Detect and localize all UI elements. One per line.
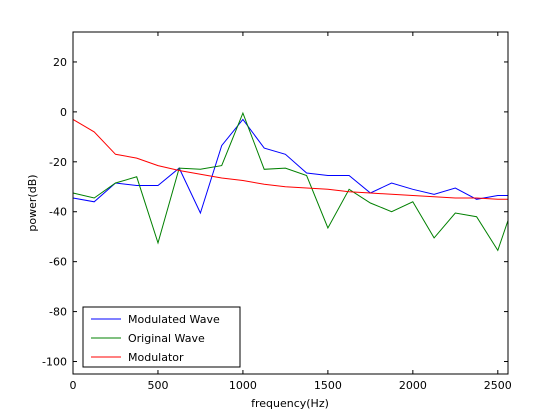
legend: Modulated Wave Original Wave Modulator: [82, 306, 241, 368]
legend-label: Modulator: [128, 351, 184, 364]
y-axis-label: power(dB): [26, 174, 39, 231]
y-tick-label: 0: [60, 106, 67, 119]
legend-label: Original Wave: [128, 332, 205, 345]
x-tick-label: 500: [147, 379, 168, 392]
y-tick-label: 20: [53, 56, 67, 69]
y-tick-label: -60: [49, 256, 67, 269]
x-tick-label: 0: [70, 379, 77, 392]
y-tick-label: -40: [49, 206, 67, 219]
x-axis-label: frequency(Hz): [251, 397, 329, 410]
legend-box: [82, 306, 241, 368]
legend-label: Modulated Wave: [128, 313, 220, 326]
series-line-original-wave: [72, 111, 509, 252]
plot-frame: [72, 31, 509, 375]
x-tick-label: 1000: [229, 379, 257, 392]
series-line-modulator: [72, 118, 508, 200]
x-tick-label: 1500: [314, 379, 342, 392]
y-tick-label: -20: [49, 156, 67, 169]
y-tick-label: -80: [49, 306, 67, 319]
series-line-modulated-wave: [72, 118, 508, 215]
x-tick-label: 2000: [399, 379, 427, 392]
y-tick-label: -100: [42, 356, 67, 369]
x-tick-label: 2500: [484, 379, 512, 392]
